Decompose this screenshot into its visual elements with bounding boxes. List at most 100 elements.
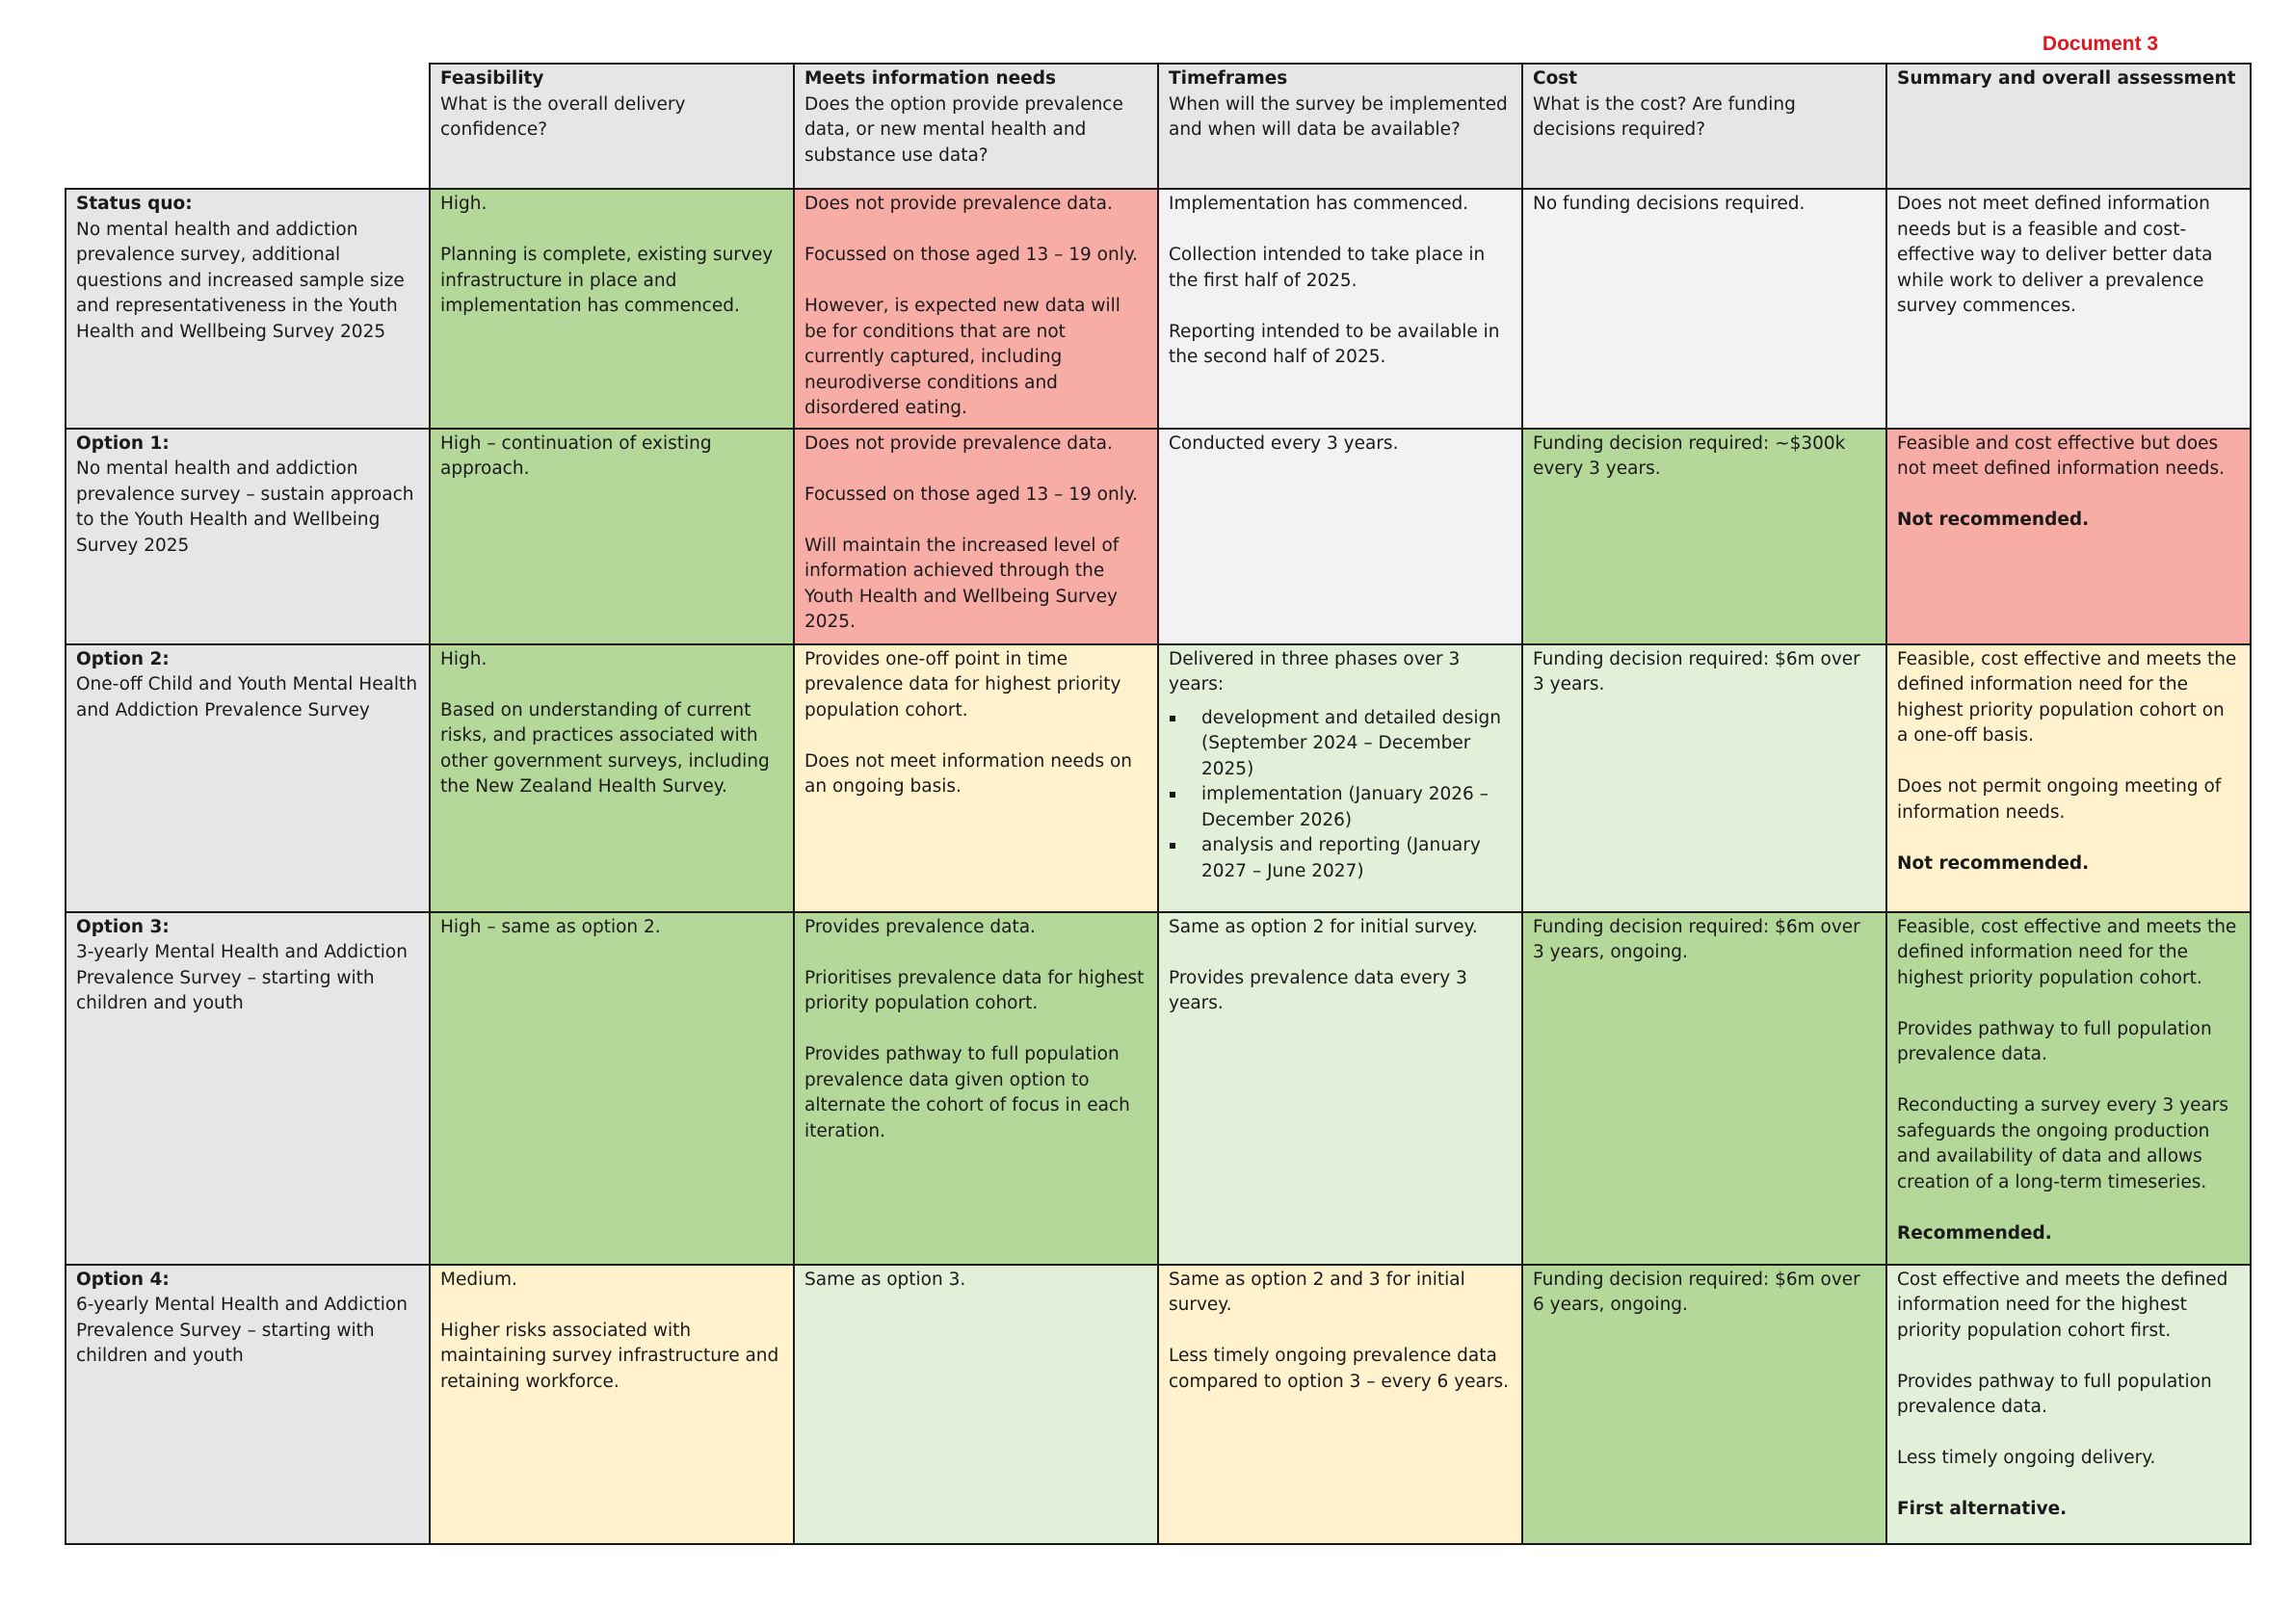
row-label-cell: Option 4: 6-yearly Mental Health and Addi…	[65, 1263, 431, 1545]
recommendation-label: Not recommended.	[1897, 510, 2090, 530]
recommendation-label: Recommended.	[1897, 1222, 2052, 1244]
summary-cell: Feasible, cost effective and meets the d…	[1885, 910, 2252, 1266]
document-label: Document 3	[2042, 33, 2159, 55]
cell-paragraph: Less timely ongoing delivery.	[1897, 1448, 2156, 1468]
summary-cell: Feasible, cost effective and meets the d…	[1885, 642, 2252, 913]
bullet-item: development and detailed design (Septemb…	[1170, 706, 1512, 783]
cell-paragraph: Feasible, cost effective and meets the d…	[1897, 916, 2237, 988]
header-cell-timeframes: Timeframes When will the survey be imple…	[1157, 63, 1523, 190]
cell-paragraph: Same as option 2 for initial survey.	[1169, 916, 1478, 937]
cell-paragraph: High – same as option 2.	[440, 916, 661, 937]
cell-paragraph: Feasible, cost effective and meets the d…	[1897, 648, 2237, 747]
cost-cell: Funding decision required: $6m over 6 ye…	[1521, 1263, 1887, 1545]
cost-cell: Funding decision required: $6m over 3 ye…	[1521, 910, 1887, 1266]
header-cell-summary: Summary and overall assessment	[1885, 63, 2252, 190]
table-body: Feasibility What is the overall delivery…	[65, 63, 2252, 1545]
cell-paragraph: Provides pathway to full population prev…	[1897, 1018, 2212, 1065]
cell-paragraph: Provides prevalence data every 3 years.	[1169, 967, 1467, 1014]
cell-paragraph: Focussed on those aged 13 – 19 only.	[804, 484, 1139, 505]
row-label-title: Option 1:	[76, 432, 170, 454]
header-title: Summary and overall assessment	[1897, 68, 2236, 89]
feasibility-cell: Medium. Higher risks associated with main…	[429, 1263, 795, 1545]
feasibility-cell: High. Planning is complete, existing surv…	[429, 188, 795, 430]
cell-paragraph: Reporting intended to be available in th…	[1169, 321, 1500, 368]
timeframes-cell: Same as option 2 and 3 for initial surve…	[1157, 1263, 1523, 1545]
header-subtitle: When will the survey be implemented and …	[1169, 93, 1508, 141]
cell-paragraph: High.	[440, 194, 488, 214]
cell-paragraph: Higher risks associated with maintaining…	[440, 1320, 779, 1392]
cell-paragraph: Delivered in three phases over 3 years:	[1169, 648, 1461, 695]
cell-paragraph: Provides prevalence data.	[804, 916, 1036, 937]
row-label-title: Option 2:	[76, 648, 170, 669]
header-subtitle: What is the cost? Are funding decisions …	[1533, 93, 1796, 141]
cell-paragraph: Does not permit ongoing meeting of infor…	[1897, 776, 2222, 823]
row-label-title: Option 4:	[76, 1269, 170, 1290]
timeframes-cell: Implementation has commenced. Collection …	[1157, 188, 1523, 430]
table-row: Status quo: No mental health and addictio…	[65, 188, 2252, 430]
cell-paragraph: Funding decision required: $6m over 3 ye…	[1533, 916, 1860, 963]
recommendation-label: First alternative.	[1897, 1499, 2068, 1519]
row-label-title: Status quo:	[76, 194, 193, 214]
information-needs-cell: Provides prevalence data. Prioritises pre…	[793, 910, 1159, 1266]
row-label-description: No mental health and addiction prevalenc…	[76, 219, 405, 342]
header-title: Timeframes	[1169, 68, 1288, 89]
cell-paragraph: Conducted every 3 years.	[1169, 432, 1399, 454]
cost-cell: No funding decisions required.	[1521, 188, 1887, 430]
cell-paragraph: High.	[440, 648, 488, 669]
summary-cell: Cost effective and meets the defined inf…	[1885, 1263, 2252, 1545]
row-label-description: One-off Child and Youth Mental Health an…	[76, 674, 418, 720]
cell-paragraph: Same as option 3.	[804, 1269, 966, 1290]
feasibility-cell: High – same as option 2.	[429, 910, 795, 1266]
cell-paragraph: No funding decisions required.	[1533, 194, 1805, 214]
cell-paragraph: Feasible and cost effective but does not…	[1897, 432, 2226, 480]
row-label-cell: Option 2: One-off Child and Youth Mental …	[65, 642, 431, 913]
feasibility-cell: High. Based on understanding of current r…	[429, 642, 795, 913]
header-subtitle: Does the option provide prevalence data,…	[804, 93, 1123, 166]
table-row: Option 1: No mental health and addiction …	[65, 427, 2252, 645]
summary-cell: Does not meet defined information needs …	[1885, 188, 2252, 430]
cell-paragraph: Provides pathway to full population prev…	[804, 1044, 1130, 1141]
row-label-description: 3-yearly Mental Health and Addiction Pre…	[76, 942, 408, 1013]
options-assessment-table: Feasibility What is the overall delivery…	[65, 63, 2252, 1545]
row-label-cell: Status quo: No mental health and addictio…	[65, 188, 431, 430]
cell-paragraph: Based on understanding of current risks,…	[440, 699, 770, 798]
table-row: Option 4: 6-yearly Mental Health and Addi…	[65, 1263, 2252, 1545]
cell-paragraph: Funding decision required: ~$300k every …	[1533, 432, 1846, 480]
table-row: Option 2: One-off Child and Youth Mental …	[65, 642, 2252, 913]
row-label-cell: Option 1: No mental health and addiction …	[65, 427, 431, 645]
summary-cell: Feasible and cost effective but does not…	[1885, 427, 2252, 645]
cell-paragraph: Same as option 2 and 3 for initial surve…	[1169, 1269, 1465, 1316]
header-subtitle: What is the overall delivery confidence?	[440, 93, 686, 141]
header-cell-feasibility: Feasibility What is the overall delivery…	[429, 63, 795, 190]
feasibility-cell: High – continuation of existing approach…	[429, 427, 795, 645]
cell-paragraph: Does not meet information needs on an on…	[804, 750, 1133, 798]
cell-paragraph: Does not meet defined information needs …	[1897, 194, 2213, 316]
header-cell-cost: Cost What is the cost? Are funding decis…	[1521, 63, 1887, 190]
header-title: Feasibility	[440, 68, 544, 89]
cell-paragraph: Cost effective and meets the defined inf…	[1897, 1269, 2228, 1341]
information-needs-cell: Provides one-off point in time prevalenc…	[793, 642, 1159, 913]
bullet-item: analysis and reporting (January 2027 – J…	[1170, 833, 1512, 884]
timeframes-cell: Same as option 2 for initial survey. Prov…	[1157, 910, 1523, 1266]
cell-paragraph: Focussed on those aged 13 – 19 only.	[804, 245, 1139, 265]
row-label-cell: Option 3: 3-yearly Mental Health and Addi…	[65, 910, 431, 1266]
information-needs-cell: Does not provide prevalence data. Focusse…	[793, 427, 1159, 645]
recommendation-label: Not recommended.	[1897, 852, 2090, 874]
timeframes-cell: Delivered in three phases over 3 years: d…	[1157, 642, 1523, 913]
header-cell-information-needs: Meets information needs Does the option …	[793, 63, 1159, 190]
cell-paragraph: Provides pathway to full population prev…	[1897, 1371, 2212, 1418]
cell-paragraph: However, is expected new data will be fo…	[804, 296, 1120, 418]
cell-paragraph: Reconducting a survey every 3 years safe…	[1897, 1095, 2229, 1192]
cost-cell: Funding decision required: ~$300k every …	[1521, 427, 1887, 645]
cost-cell: Funding decision required: $6m over 3 ye…	[1521, 642, 1887, 913]
cell-paragraph: Funding decision required: $6m over 3 ye…	[1533, 648, 1860, 695]
timeframes-cell: Conducted every 3 years.	[1157, 427, 1523, 645]
header-title: Meets information needs	[804, 68, 1056, 89]
cell-paragraph: Collection intended to take place in the…	[1169, 245, 1486, 291]
header-title: Cost	[1533, 68, 1578, 89]
cell-paragraph: Medium.	[440, 1269, 517, 1290]
information-needs-cell: Same as option 3.	[793, 1263, 1159, 1545]
header-row: Feasibility What is the overall delivery…	[66, 63, 2252, 190]
bullet-list: development and detailed design (Septemb…	[1169, 706, 1512, 885]
cell-paragraph: High – continuation of existing approach…	[440, 432, 712, 480]
